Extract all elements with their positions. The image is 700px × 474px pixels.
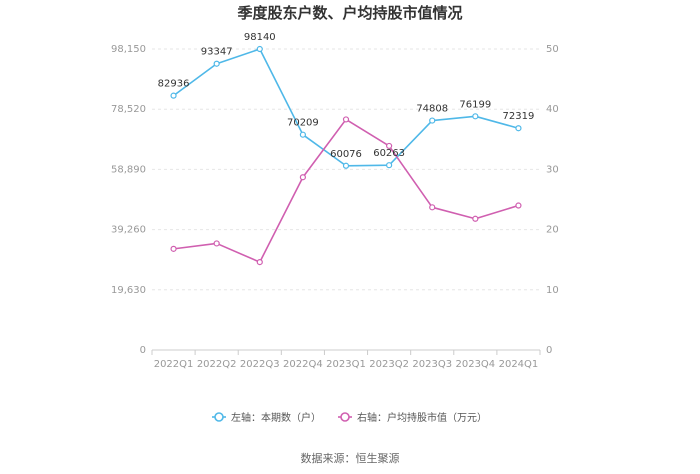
data-label: 74808	[416, 104, 448, 115]
right-tick-label: 50	[546, 44, 559, 55]
data-point[interactable]	[515, 125, 522, 132]
data-label: 70209	[287, 118, 319, 129]
data-point[interactable]	[299, 131, 306, 138]
x-tick-label: 2022Q4	[283, 359, 323, 370]
x-tick-label: 2022Q1	[154, 359, 194, 370]
data-label: 76199	[459, 99, 491, 110]
left-tick-label: 19,630	[111, 285, 146, 296]
legend: 左轴：本期数（户） 右轴：户均持股市值（万元）	[212, 411, 487, 424]
data-point[interactable]	[386, 142, 393, 150]
data-label: 60076	[330, 149, 362, 160]
right-tick-label: 10	[546, 285, 559, 296]
data-point[interactable]	[256, 45, 263, 53]
data-labels: 82936 93347 98140 70209 60076 60263 74808 76199…	[158, 32, 535, 160]
left-tick-label: 58,890	[111, 164, 146, 175]
data-point[interactable]	[170, 92, 177, 99]
chart-title: 季度股东户数、户均持股市值情况	[237, 4, 462, 22]
right-tick-label: 20	[546, 225, 559, 236]
data-label: 98140	[244, 32, 276, 43]
series-layer	[170, 45, 522, 266]
data-point[interactable]	[472, 113, 479, 120]
legend-label: 左轴：本期数（户）	[231, 411, 321, 424]
legend-marker	[214, 412, 224, 422]
legend-label: 右轴：户均持股市值（万元）	[357, 411, 487, 424]
data-point[interactable]	[515, 202, 522, 209]
grid-lines	[152, 48, 540, 291]
left-tick-label: 78,520	[111, 104, 146, 115]
x-tick-label: 2023Q4	[455, 359, 495, 370]
data-point[interactable]	[472, 215, 479, 222]
left-tick-label: 39,260	[111, 225, 146, 236]
data-point[interactable]	[342, 162, 350, 169]
data-point[interactable]	[342, 116, 350, 123]
data-point[interactable]	[213, 240, 220, 247]
legend-marker	[340, 412, 350, 422]
data-label: 60263	[373, 148, 405, 159]
data-point[interactable]	[299, 174, 306, 181]
left-tick-label: 98,150	[111, 44, 146, 55]
series-line-2	[173, 118, 519, 263]
left-axis-ticks: 0 19,630 39,260 58,890 78,520 98,150	[111, 44, 146, 356]
legend-item-2[interactable]: 右轴：户均持股市值（万元）	[338, 411, 487, 424]
x-tick-label: 2022Q3	[240, 359, 280, 370]
x-tick-label: 2023Q1	[326, 359, 366, 370]
data-point[interactable]	[386, 162, 393, 169]
x-tick-label: 2023Q2	[369, 359, 409, 370]
x-tick-label: 2023Q3	[412, 359, 452, 370]
data-label: 82936	[158, 79, 190, 90]
data-label: 72319	[503, 111, 535, 122]
data-point[interactable]	[170, 245, 177, 252]
right-tick-label: 30	[546, 164, 559, 175]
source-note: 数据来源：恒生聚源	[301, 451, 400, 465]
x-tick-label: 2024Q1	[499, 359, 539, 370]
x-tick-label: 2022Q2	[197, 359, 237, 370]
right-axis-ticks: 0 10 20 30 40 50	[546, 44, 559, 356]
right-tick-label: 0	[546, 345, 552, 356]
legend-item-1[interactable]: 左轴：本期数（户）	[212, 411, 321, 424]
data-point[interactable]	[256, 259, 263, 266]
data-point[interactable]	[213, 60, 220, 67]
data-point[interactable]	[429, 204, 436, 211]
right-tick-label: 40	[546, 104, 559, 115]
x-axis: 2022Q1 2022Q2 2022Q3 2022Q4 2023Q1 2023Q2 2023…	[151, 349, 541, 370]
data-point[interactable]	[429, 117, 436, 124]
data-label: 93347	[201, 47, 233, 58]
left-tick-label: 0	[140, 345, 146, 356]
